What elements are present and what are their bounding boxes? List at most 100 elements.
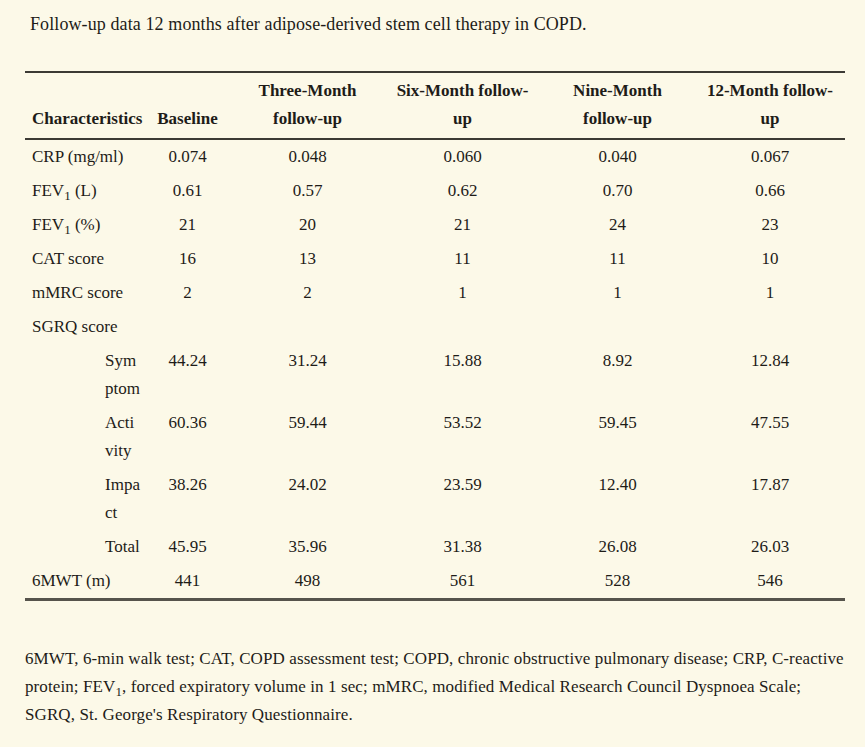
article-page: Follow-up data 12 months after adipose-d… — [0, 0, 865, 747]
cell-value: 47.55 — [695, 406, 845, 468]
cell-value: 16 — [145, 242, 230, 276]
row-label: CRP (mg/ml) — [25, 139, 145, 174]
cell-value — [145, 310, 230, 344]
column-header: Baseline — [145, 72, 230, 139]
cell-value — [230, 310, 385, 344]
table-row: Total45.9535.9631.3826.0826.03 — [25, 530, 845, 564]
cell-value: 0.040 — [540, 139, 695, 174]
row-label: CAT score — [25, 242, 145, 276]
cell-value: 546 — [695, 564, 845, 600]
cell-value: 59.44 — [230, 406, 385, 468]
table-row: Sym ptom44.2431.2415.888.9212.84 — [25, 344, 845, 406]
header-row: CharacteristicsBaselineThree-Month follo… — [25, 72, 845, 139]
row-label-text: Impa ct — [105, 475, 140, 522]
column-header: 12-Month follow- up — [695, 72, 845, 139]
cell-value: 528 — [540, 564, 695, 600]
cell-value: 12.40 — [540, 468, 695, 530]
column-header: Characteristics — [25, 72, 145, 139]
cell-value: 17.87 — [695, 468, 845, 530]
cell-value: 31.24 — [230, 344, 385, 406]
column-header: Nine-Month follow-up — [540, 72, 695, 139]
cell-value: 23 — [695, 208, 845, 242]
cell-value: 24.02 — [230, 468, 385, 530]
cell-value: 0.66 — [695, 174, 845, 208]
row-label: FEV1 (L) — [25, 174, 145, 208]
cell-value: 2 — [230, 276, 385, 310]
cell-value: 2 — [145, 276, 230, 310]
cell-value: 38.26 — [145, 468, 230, 530]
cell-value: 1 — [695, 276, 845, 310]
cell-value: 21 — [145, 208, 230, 242]
table-row: SGRQ score — [25, 310, 845, 344]
row-label: FEV1 (%) — [25, 208, 145, 242]
row-label: Sym ptom — [25, 344, 145, 406]
cell-value: 24 — [540, 208, 695, 242]
cell-value — [385, 310, 540, 344]
row-label-text: CAT score — [32, 249, 104, 268]
table-caption: Follow-up data 12 months after adipose-d… — [30, 13, 845, 35]
table-body: CRP (mg/ml)0.0740.0480.0600.0400.067FEV1… — [25, 139, 845, 600]
followup-data-table: CharacteristicsBaselineThree-Month follo… — [25, 71, 845, 601]
row-label: mMRC score — [25, 276, 145, 310]
cell-value: 0.70 — [540, 174, 695, 208]
cell-value: 1 — [540, 276, 695, 310]
cell-value: 21 — [385, 208, 540, 242]
cell-value: 561 — [385, 564, 540, 600]
table-header: CharacteristicsBaselineThree-Month follo… — [25, 72, 845, 139]
cell-value: 441 — [145, 564, 230, 600]
cell-value: 0.57 — [230, 174, 385, 208]
row-label-text: Sym ptom — [105, 351, 140, 398]
cell-value: 35.96 — [230, 530, 385, 564]
cell-value: 0.61 — [145, 174, 230, 208]
row-label-text: Total — [105, 537, 140, 556]
cell-value: 20 — [230, 208, 385, 242]
cell-value: 59.45 — [540, 406, 695, 468]
cell-value: 0.067 — [695, 139, 845, 174]
table-row: Acti vity 60.3659.4453.5259.4547.55 — [25, 406, 845, 468]
cell-value: 15.88 — [385, 344, 540, 406]
table-row: 6MWT (m) 441498561528546 — [25, 564, 845, 600]
row-label: SGRQ score — [25, 310, 145, 344]
cell-value: 1 — [385, 276, 540, 310]
cell-value: 45.95 — [145, 530, 230, 564]
cell-value: 10 — [695, 242, 845, 276]
table-row: mMRC score22111 — [25, 276, 845, 310]
cell-value: 44.24 — [145, 344, 230, 406]
cell-value: 0.060 — [385, 139, 540, 174]
cell-value: 31.38 — [385, 530, 540, 564]
column-header: Six-Month follow- up — [385, 72, 540, 139]
column-header: Three-Month follow-up — [230, 72, 385, 139]
cell-value: 26.08 — [540, 530, 695, 564]
cell-value: 60.36 — [145, 406, 230, 468]
row-label-text: FEV — [32, 181, 64, 200]
row-label: Acti vity — [25, 406, 145, 468]
table-row: CRP (mg/ml) 0.0740.0480.0600.0400.067 — [25, 139, 845, 174]
cell-value: 11 — [540, 242, 695, 276]
cell-value: 13 — [230, 242, 385, 276]
cell-value: 53.52 — [385, 406, 540, 468]
row-label-text: Acti vity — [105, 413, 134, 460]
table-row: Impa ct38.2624.0223.5912.4017.87 — [25, 468, 845, 530]
cell-value — [695, 310, 845, 344]
cell-value: 12.84 — [695, 344, 845, 406]
abbreviations-note: 6MWT, 6-min walk test; CAT, COPD assessm… — [25, 645, 847, 729]
footnote-text-end: , forced expiratory volume in 1 sec; mMR… — [25, 677, 801, 724]
table-row: CAT score1613111110 — [25, 242, 845, 276]
row-label-text: 6MWT (m) — [32, 571, 111, 590]
row-label: Total — [25, 530, 145, 564]
cell-value: 23.59 — [385, 468, 540, 530]
cell-value: 11 — [385, 242, 540, 276]
row-label-text: (L) — [71, 181, 97, 200]
table-row: FEV1 (L)0.610.570.620.700.66 — [25, 174, 845, 208]
cell-value: 0.074 — [145, 139, 230, 174]
cell-value: 498 — [230, 564, 385, 600]
row-label: 6MWT (m) — [25, 564, 145, 600]
row-label-text: mMRC score — [32, 283, 123, 302]
table-row: FEV1 (%)2120212423 — [25, 208, 845, 242]
row-label-text: CRP (mg/ml) — [32, 147, 123, 166]
row-label: Impa ct — [25, 468, 145, 530]
row-label-text: SGRQ score — [32, 317, 117, 336]
cell-value — [540, 310, 695, 344]
row-label-text: (%) — [71, 215, 101, 234]
cell-value: 0.048 — [230, 139, 385, 174]
